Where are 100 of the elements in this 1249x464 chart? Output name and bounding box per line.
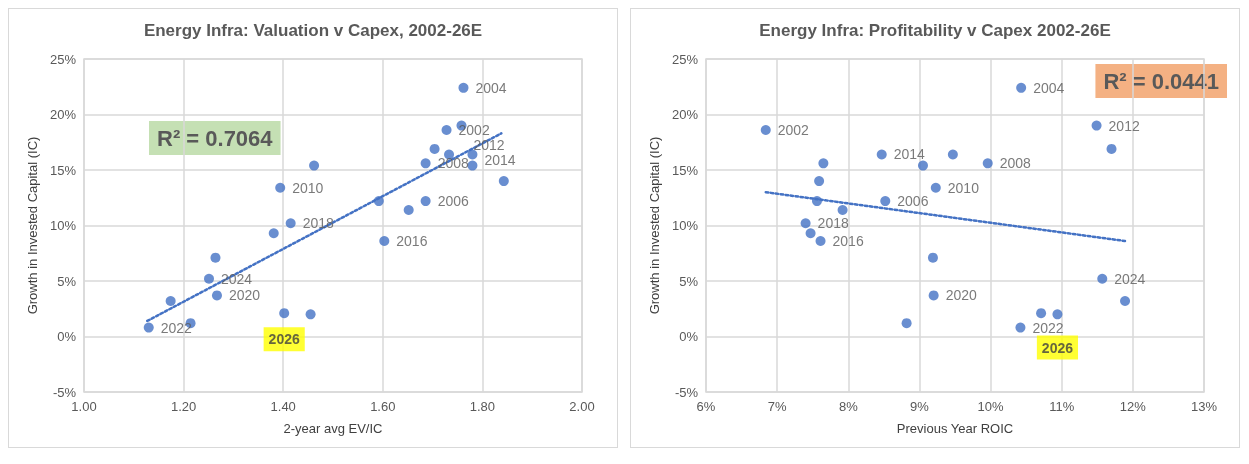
point [268, 228, 279, 239]
annotation: 2010 [947, 179, 980, 196]
point [309, 160, 320, 171]
point [927, 252, 938, 263]
y-axis-title: Growth in Invested Capital (IC) [25, 136, 41, 315]
point [930, 182, 941, 193]
x-tick-label: 6% [696, 399, 716, 414]
x-tick-label: 10% [977, 399, 1005, 414]
point [1106, 143, 1117, 154]
point [458, 82, 469, 93]
point [928, 290, 939, 301]
point [918, 160, 928, 171]
x-tick-label: 1.80 [469, 399, 496, 414]
point [876, 149, 887, 160]
annotation: R² = 0.7064 [157, 125, 274, 151]
point [811, 196, 822, 207]
y-tick-label: -5% [52, 384, 77, 400]
y-tick-label: 25% [49, 51, 77, 67]
annotation: 2002 [777, 122, 810, 139]
annotation: 2020 [228, 287, 261, 304]
point [420, 158, 431, 169]
x-tick-label: 1.60 [370, 399, 396, 414]
point [279, 308, 290, 319]
point [982, 158, 993, 169]
annotation: 2016 [396, 233, 428, 250]
annotation: 2006 [437, 193, 469, 210]
x-tick-label: 1.20 [170, 399, 197, 414]
y-tick-label: 25% [671, 51, 699, 67]
annotation: 2002 [458, 122, 490, 139]
point [305, 309, 316, 320]
point [420, 196, 431, 207]
point [901, 318, 912, 329]
annotation: 2016 [832, 233, 864, 250]
point [1120, 295, 1131, 306]
point [1052, 309, 1063, 320]
y-tick-label: 15% [49, 162, 77, 178]
y-tick-label: 5% [57, 273, 77, 289]
annotation: 2020 [945, 287, 978, 304]
point [837, 204, 848, 215]
annotation: 2018 [302, 215, 335, 232]
point [1091, 120, 1102, 131]
point [1097, 273, 1108, 284]
point [403, 204, 414, 215]
point [498, 176, 509, 187]
point [210, 252, 221, 263]
point [800, 218, 811, 229]
x-tick-label: 2.00 [569, 399, 595, 414]
point [441, 125, 452, 136]
y-tick-label: 20% [49, 107, 77, 122]
x-tick-label: 8% [838, 399, 859, 414]
annotation: 2022 [160, 319, 193, 336]
point [467, 160, 478, 171]
y-tick-label: -5% [674, 384, 699, 400]
point [1036, 308, 1047, 319]
annotation: 2006 [897, 193, 929, 210]
annotation: 2014 [893, 146, 926, 163]
annotation: 2008 [999, 155, 1032, 172]
point [818, 158, 829, 169]
annotation: 2026 [1041, 339, 1074, 356]
point [805, 228, 816, 239]
point [1015, 322, 1026, 333]
point [379, 236, 390, 247]
y-tick-label: 5% [679, 273, 699, 289]
annotation: 2026 [268, 331, 300, 348]
point [467, 149, 478, 160]
point [429, 143, 440, 154]
annotation: 2014 [484, 152, 516, 169]
y-tick-label: 0% [57, 329, 77, 344]
annotation: 2024 [1114, 270, 1146, 287]
y-tick-label: 15% [671, 162, 699, 178]
point [814, 176, 825, 187]
y-tick-label: 10% [49, 218, 77, 233]
x-tick-label: 13% [1190, 399, 1218, 414]
y-tick-label: 20% [671, 107, 699, 122]
x-axis-title: Previous Year ROIC [896, 421, 1014, 436]
point [815, 236, 826, 247]
y-tick-label: 10% [671, 218, 699, 233]
x-tick-label: 1.40 [270, 399, 296, 414]
point [880, 196, 891, 207]
point [373, 196, 384, 207]
x-tick-label: 11% [1049, 399, 1075, 414]
annotation: 2018 [817, 215, 849, 232]
annotation: 2022 [1032, 319, 1064, 336]
point [760, 125, 771, 136]
annotation: 2004 [475, 79, 507, 96]
point [165, 295, 176, 306]
y-axis-title: Growth in Invested Capital (IC) [647, 136, 663, 315]
point [143, 322, 154, 333]
x-tick-label: 7% [767, 399, 787, 414]
annotation: 2004 [1033, 79, 1065, 96]
annotation: 2012 [1108, 117, 1140, 134]
x-axis-title: 2-year avg EV/IC [283, 421, 383, 436]
x-tick-label: 12% [1119, 399, 1147, 414]
point [275, 182, 286, 193]
point [285, 218, 296, 229]
chart-title: Energy Infra: Valuation v Capex, 2002-26E [143, 21, 483, 40]
x-tick-label: 1.00 [71, 399, 97, 414]
x-tick-label: 9% [910, 399, 930, 414]
point [204, 273, 214, 284]
y-tick-label: 0% [679, 329, 699, 344]
